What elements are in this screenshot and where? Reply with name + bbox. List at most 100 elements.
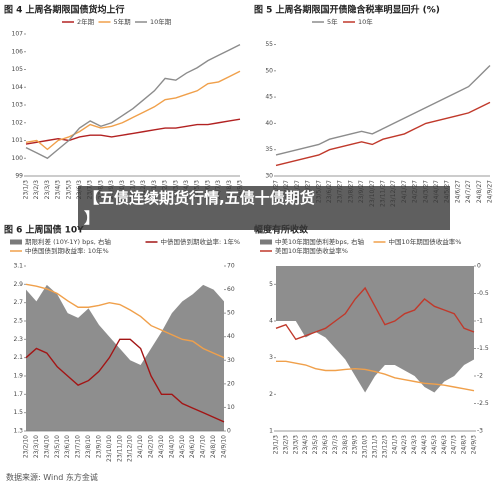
- y-tick-label: 5: [269, 281, 273, 288]
- line: [275, 65, 491, 156]
- source-note: 数据来源: Wind 东方金诚: [6, 473, 98, 482]
- x-tick-label: 23/2/3: [282, 435, 289, 454]
- legend-label: 2年期: [77, 17, 95, 26]
- x-tick-label: 24/8/3: [461, 435, 468, 454]
- x-tick-label: 24/2/3: [401, 435, 408, 454]
- x-tick-label: 24/5/10: [179, 435, 186, 458]
- x-tick-label: 24/3/10: [158, 435, 165, 458]
- x-tick-label: 23/12/10: [127, 435, 134, 462]
- x-tick-label: 23/7/10: [75, 435, 82, 458]
- y2-tick-label: 40: [227, 333, 235, 340]
- y2-tick-label: 0: [227, 428, 231, 435]
- y2-tick-label: 60: [227, 286, 235, 293]
- y-tick-label: 1.3: [13, 428, 23, 435]
- y-tick-label: 30: [265, 173, 273, 180]
- legend-label: 中美10年期国债利差bps, 右轴: [275, 237, 365, 246]
- legend-label: 中债国债到期收益率: 10年%: [25, 246, 109, 255]
- chart-title: 图 6 上周国债 10Y: [4, 224, 84, 236]
- y-tick-label: 1.5: [13, 409, 23, 416]
- x-tick-label: 23/5/3: [312, 435, 319, 454]
- y-tick-label: 1: [269, 428, 273, 435]
- chart-title: 图 5 上周各期限国开债隐含税率明显回升 (%): [254, 4, 440, 16]
- y-tick-label: 55: [265, 41, 273, 48]
- legend-label: 期限利差 (10Y-1Y) bps, 右轴: [25, 237, 111, 246]
- legend-label: 5年: [327, 17, 338, 26]
- y2-tick-label: 70: [227, 263, 235, 270]
- x-tick-label: 23/4/3: [302, 435, 309, 454]
- legend-label: 美国10年期国债收益率%: [275, 246, 348, 255]
- y2-tick-label: -1.5: [477, 345, 489, 352]
- x-tick-label: 23/11/10: [116, 435, 123, 462]
- y-tick-label: 4: [269, 318, 273, 325]
- y2-tick-label: -2: [477, 373, 483, 380]
- x-tick-label: 23/7/3: [332, 435, 339, 454]
- x-tick-label: 23/10/3: [362, 435, 369, 458]
- x-tick-label: 23/8/10: [85, 435, 92, 458]
- legend-label: 10年: [358, 17, 373, 26]
- y-tick-label: 1.7: [13, 391, 23, 398]
- y2-tick-label: -2.5: [477, 400, 489, 407]
- y2-tick-label: 50: [227, 310, 235, 317]
- x-tick-label: 23/5/10: [54, 435, 61, 458]
- x-tick-label: 23/10/10: [106, 435, 113, 462]
- x-tick-label: 23/12/3: [381, 435, 388, 458]
- x-tick-label: 24/3/3: [411, 435, 418, 454]
- x-tick-label: 24/5/3: [431, 435, 438, 454]
- y-tick-label: 101: [12, 137, 24, 144]
- x-tick-label: 23/11/3: [372, 435, 379, 458]
- y-tick-label: 3: [269, 354, 273, 361]
- chart-title: 图 4 上周各期限国债货均上行: [4, 4, 125, 16]
- x-tick-label: 23/3/10: [33, 435, 40, 458]
- x-tick-label: 24/9/27: [487, 180, 494, 203]
- x-tick-label: 24/7/27: [465, 180, 472, 203]
- y-tick-label: 103: [12, 102, 24, 109]
- legend-label: 5年期: [114, 17, 132, 26]
- x-tick-label: 24/8/27: [476, 180, 483, 203]
- y-tick-label: 2.7: [13, 299, 23, 306]
- y-tick-label: 1.9: [13, 373, 23, 380]
- y-tick-label: 2.1: [13, 354, 23, 361]
- overlay-line: 】: [84, 209, 100, 227]
- y-tick-label: 40: [265, 120, 273, 127]
- x-tick-label: 24/8/10: [210, 435, 217, 458]
- y-tick-label: 2.3: [13, 336, 23, 343]
- y-tick-label: 107: [12, 31, 24, 38]
- y2-tick-label: 30: [227, 357, 235, 364]
- x-tick-label: 23/3/3: [292, 435, 299, 454]
- y2-tick-label: 10: [227, 404, 235, 411]
- y-tick-label: 35: [265, 146, 273, 153]
- line: [275, 101, 491, 167]
- x-tick-label: 24/6/10: [189, 435, 196, 458]
- y2-tick-label: -0.5: [477, 290, 489, 297]
- line: [25, 283, 225, 359]
- y2-tick-label: 0: [477, 263, 481, 270]
- x-tick-label: 24/6/27: [454, 180, 461, 203]
- x-tick-label: 23/5/3: [65, 180, 72, 199]
- area: [26, 284, 224, 431]
- x-tick-label: 24/7/3: [451, 435, 458, 454]
- x-tick-label: 24/7/10: [200, 435, 207, 458]
- x-tick-label: 24/9/10: [221, 435, 228, 458]
- line: [25, 70, 241, 151]
- legend-label: 中国10年期国债收益率%: [389, 237, 462, 246]
- x-tick-label: 23/2/3: [33, 180, 40, 199]
- line: [275, 286, 475, 341]
- legend-label: 中债国债到期收益率: 1年%: [161, 237, 241, 246]
- x-tick-label: 23/4/3: [55, 180, 62, 199]
- x-tick-label: 24/4/10: [168, 435, 175, 458]
- chart: 图 5 上周各期限国开债隐含税率明显回升 (%)5年 10年 30 35 40 45 50 5…: [254, 4, 494, 207]
- y-tick-label: 3.1: [13, 263, 23, 270]
- x-tick-label: 24/6/3: [441, 435, 448, 454]
- line: [25, 338, 225, 423]
- x-tick-label: 24/1/3: [391, 435, 398, 454]
- y-tick-label: 100: [12, 155, 24, 162]
- y-tick-label: 105: [12, 66, 24, 73]
- y-tick-label: 99: [15, 173, 23, 180]
- y2-tick-label: -1: [477, 318, 483, 325]
- x-tick-label: 23/8/3: [342, 435, 349, 454]
- y-tick-label: 2: [269, 391, 273, 398]
